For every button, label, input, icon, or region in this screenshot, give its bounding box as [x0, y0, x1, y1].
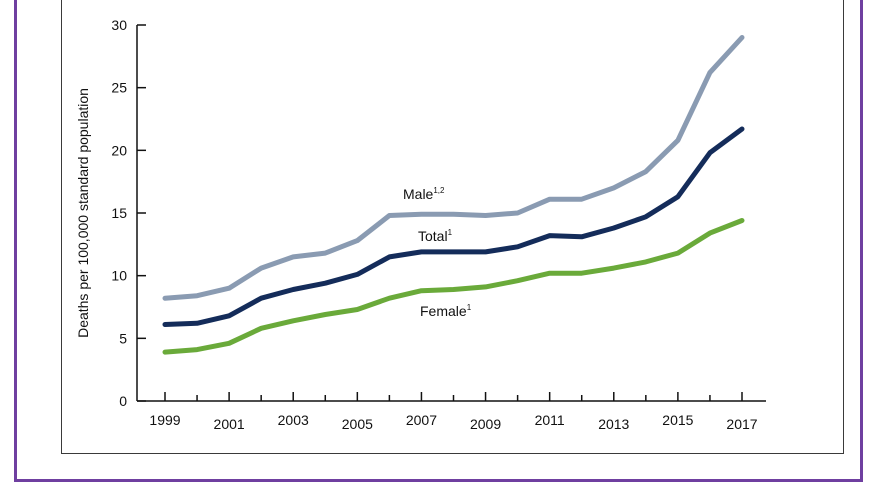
- y-tick-label: 15: [111, 205, 127, 221]
- series-lines: [162, 35, 745, 355]
- axes: 0 5 10 15 20 25 30 1999 2001 2003 2005 2007 2009 2011…: [111, 17, 766, 432]
- x-tick-label: 2007: [406, 412, 437, 428]
- y-tick-label: 0: [119, 393, 127, 409]
- series-line-female: [162, 218, 745, 355]
- series-label-superscript: 1: [448, 228, 453, 237]
- series-label-total: Total1: [418, 228, 453, 244]
- x-tick-label: 2009: [470, 416, 501, 432]
- y-tick-label: 20: [111, 142, 127, 158]
- series-label-name: Male: [403, 186, 434, 202]
- x-tick-label: 2015: [662, 412, 693, 428]
- y-axis-label: Deaths per 100,000 standard population: [75, 88, 91, 338]
- series-label-superscript: 1: [467, 303, 472, 312]
- x-tick-label: 1999: [149, 412, 180, 428]
- series-label-name: Total: [418, 228, 448, 244]
- y-tick-label: 5: [119, 330, 127, 346]
- series-label-name: Female: [420, 303, 467, 319]
- y-tick-label: 25: [111, 80, 127, 96]
- series-label-superscript: 1,2: [433, 186, 445, 195]
- x-tick-label: 2005: [342, 416, 373, 432]
- frame-content: [14, 0, 863, 482]
- series-line-male: [162, 35, 745, 301]
- series-label-female: Female1: [420, 303, 472, 319]
- series-line-total: [162, 126, 745, 327]
- y-tick-label: 10: [111, 268, 127, 284]
- x-tick-label: 2003: [278, 412, 309, 428]
- y-tick-label: 30: [111, 17, 127, 33]
- chart-panel: [61, 0, 844, 454]
- x-tick-label: 2001: [214, 416, 245, 432]
- x-tick-label: 2017: [726, 416, 757, 432]
- series-label-male: Male1,2: [403, 186, 445, 202]
- x-tick-label: 2013: [598, 416, 629, 432]
- x-tick-label: 2011: [535, 412, 565, 428]
